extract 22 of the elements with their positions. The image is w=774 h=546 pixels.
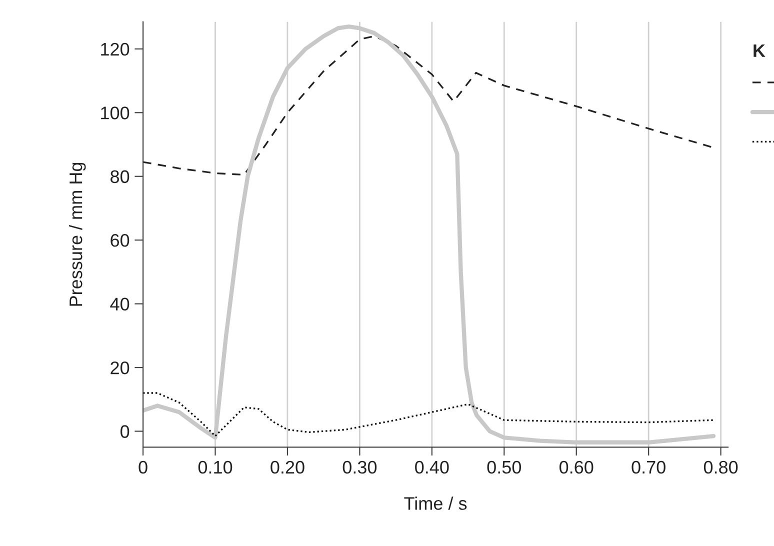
- legend-title: K: [754, 44, 766, 57]
- y-tick-label: 60: [110, 234, 130, 247]
- line-series: [143, 24, 716, 444]
- y-tick-label: 40: [110, 298, 130, 311]
- x-tick-label: 0.70: [632, 460, 666, 474]
- y-tick-label: 0: [120, 425, 130, 438]
- line-series: [143, 35, 714, 176]
- x-tick-label: 0.60: [559, 460, 594, 474]
- y-tick-label: 20: [110, 361, 130, 374]
- x-tick-label: 0.80: [704, 460, 738, 474]
- x-tick-label: 0.50: [487, 460, 522, 474]
- x-tick-label: 0: [138, 460, 148, 474]
- y-tick-label: 120: [101, 42, 130, 56]
- x-tick-label: 0.10: [198, 460, 232, 474]
- x-tick-label: 0.40: [415, 460, 449, 474]
- y-tick-label: 80: [110, 170, 130, 184]
- x-tick-label: 0.20: [270, 460, 304, 474]
- x-tick-label: 0.30: [342, 460, 377, 474]
- line-series: [143, 392, 714, 437]
- y-tick-label: 100: [101, 106, 130, 120]
- x-axis-title: Time / s: [404, 496, 467, 510]
- y-axis-title: Pressure / mm Hg: [69, 162, 86, 306]
